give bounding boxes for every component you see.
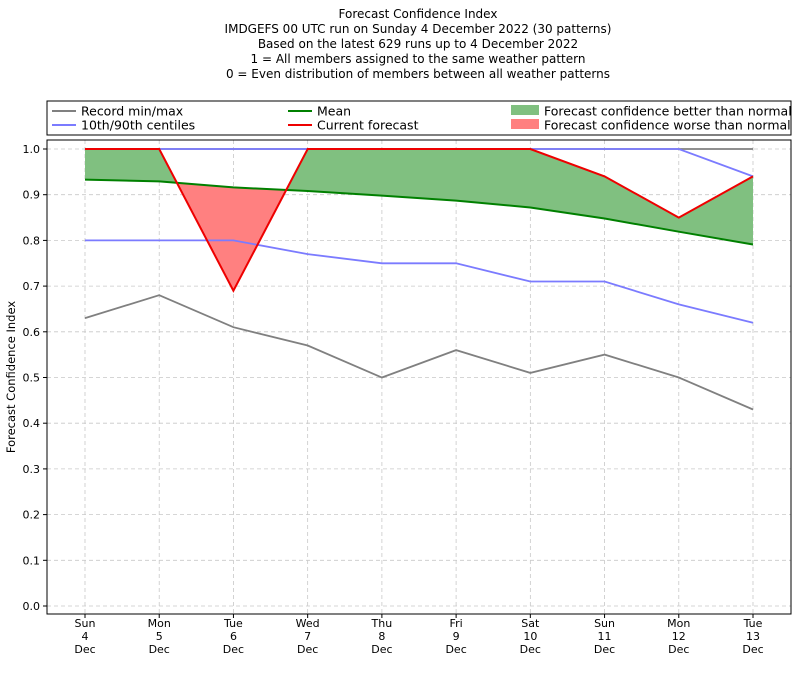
fill-better-than-normal xyxy=(85,149,177,183)
chart-title: Forecast Confidence Index xyxy=(339,7,498,21)
x-tick-label: Thu 8 Dec xyxy=(371,617,393,656)
series-line-current xyxy=(85,148,754,293)
x-tick-label: Tue 6 Dec xyxy=(223,617,244,656)
x-tick-label: Fri 9 Dec xyxy=(445,617,466,656)
legend-patch-worse xyxy=(511,119,539,129)
y-tick-label: 0.1 xyxy=(23,554,41,567)
x-tick-label: Sun 11 Dec xyxy=(594,617,615,656)
chart-title-block: Forecast Confidence Index IMDGEFS 00 UTC… xyxy=(225,7,612,81)
y-tick-label: 1.0 xyxy=(23,143,41,156)
y-tick-label: 0.4 xyxy=(23,417,41,430)
y-axis: 0.0 0.1 0.2 0.3 0.4 0.5 0.6 0.7 0.8 0.9 1.0 xyxy=(23,143,47,613)
series-line-p10 xyxy=(85,239,754,324)
chart-subtitle-3: 1 = All members assigned to the same wea… xyxy=(251,52,586,66)
series-line-mean xyxy=(84,178,754,246)
x-tick-label: Mon 5 Dec xyxy=(148,617,171,656)
x-tick-label: Sun 4 Dec xyxy=(74,617,95,656)
chart-subtitle-2: Based on the latest 629 runs up to 4 Dec… xyxy=(258,37,578,51)
legend-label-record: Record min/max xyxy=(81,104,183,119)
legend-label-mean: Mean xyxy=(317,104,351,119)
y-tick-label: 0.5 xyxy=(23,372,41,385)
y-tick-label: 0.7 xyxy=(23,280,41,293)
legend-label-better: Forecast confidence better than normal xyxy=(544,104,792,119)
fill-worse-than-normal xyxy=(177,182,287,291)
x-tick-label: Sat 10 Dec xyxy=(520,617,541,656)
y-tick-label: 0.8 xyxy=(23,234,41,247)
chart-subtitle-4: 0 = Even distribution of members between… xyxy=(226,67,610,81)
y-tick-label: 0.0 xyxy=(23,600,41,613)
y-tick-label: 0.2 xyxy=(23,509,41,522)
y-tick-label: 0.3 xyxy=(23,463,41,476)
chart-subtitle-1: IMDGEFS 00 UTC run on Sunday 4 December … xyxy=(225,22,612,36)
legend-label-current: Current forecast xyxy=(317,118,419,133)
legend-label-worse: Forecast confidence worse than normal xyxy=(544,118,791,133)
legend-label-centiles: 10th/90th centiles xyxy=(81,118,195,133)
y-tick-label: 0.9 xyxy=(23,189,41,202)
fill-better-than-normal xyxy=(286,149,753,245)
y-tick-label: 0.6 xyxy=(23,326,41,339)
x-axis: Sun 4 Dec Mon 5 Dec Tue 6 Dec Wed 7 Dec Thu 8 Dec Fri 9 D… xyxy=(74,614,764,656)
x-tick-label: Tue 13 Dec xyxy=(742,617,763,656)
series-lines xyxy=(84,148,754,411)
confidence-fill xyxy=(85,149,753,291)
y-axis-label: Forecast Confidence Index xyxy=(4,301,18,453)
x-tick-label: Wed 7 Dec xyxy=(296,617,320,656)
legend-patch-better xyxy=(511,105,539,115)
x-tick-label: Mon 12 Dec xyxy=(667,617,690,656)
series-line-record-min xyxy=(84,294,754,411)
legend: Record min/max 10th/90th centiles Mean C… xyxy=(46,100,792,136)
legend-frame xyxy=(46,100,792,136)
